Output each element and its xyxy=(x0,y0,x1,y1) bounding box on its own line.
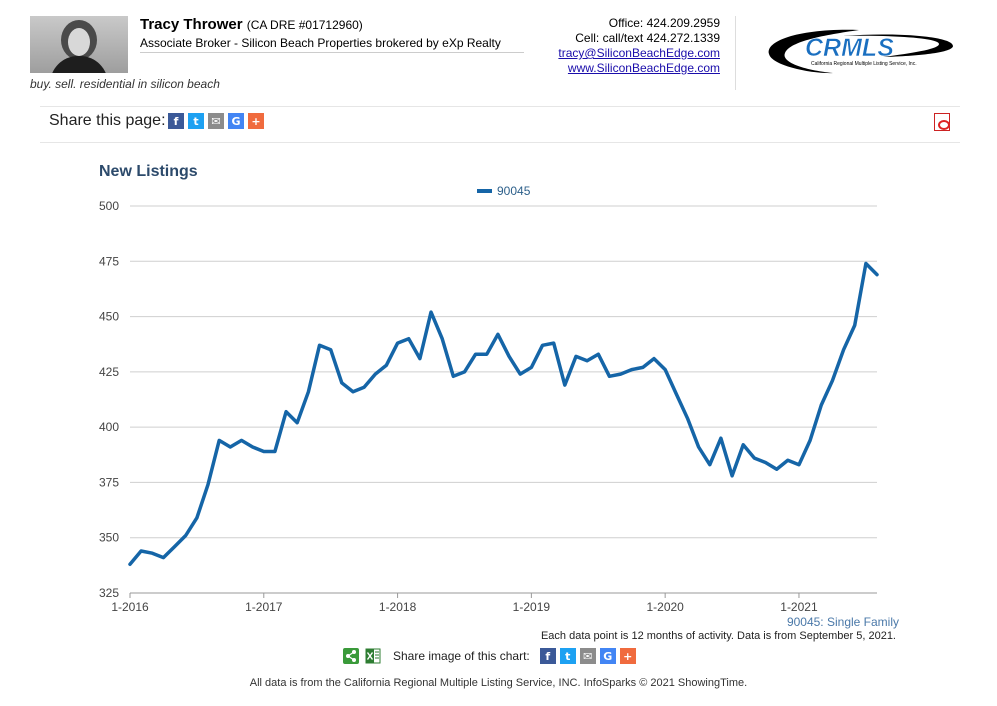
y-tick-label: 500 xyxy=(99,199,119,213)
agent-tagline: buy. sell. residential in silicon beach xyxy=(30,77,220,91)
y-tick-label: 425 xyxy=(99,365,119,379)
pdf-icon[interactable] xyxy=(934,113,950,131)
y-tick-label: 350 xyxy=(99,531,119,545)
office-phone: Office: 424.209.2959 xyxy=(608,16,720,30)
legend-entry: 90045 xyxy=(497,184,531,198)
y-tick-label: 325 xyxy=(99,586,119,600)
logo-subtitle: California Regional Multiple Listing Ser… xyxy=(811,61,917,67)
excel-icon[interactable] xyxy=(365,648,381,664)
logo-text: CRMLS xyxy=(805,34,894,62)
agent-name-text: Tracy Thrower xyxy=(140,16,243,33)
data-disclaimer: All data is from the California Regional… xyxy=(249,677,748,689)
share-icon[interactable] xyxy=(343,648,359,664)
twitter-icon[interactable]: t xyxy=(559,648,576,664)
facebook-icon[interactable]: f xyxy=(539,648,556,664)
y-tick-label: 450 xyxy=(99,310,119,324)
y-tick-label: 475 xyxy=(99,254,119,268)
agent-header: Tracy Thrower (CA DRE #01712960) Associa… xyxy=(0,0,997,100)
x-tick-label: 1-2021 xyxy=(780,600,818,614)
cell-phone: Cell: call/text 424.272.1339 xyxy=(575,31,720,45)
agent-photo xyxy=(30,16,128,73)
google-icon[interactable]: G xyxy=(599,648,616,664)
website-link[interactable]: www.SiliconBeachEdge.com xyxy=(567,61,720,75)
data-note: Each data point is 12 months of activity… xyxy=(540,630,896,642)
plus-icon[interactable]: + xyxy=(248,113,264,129)
chart-title: New Listings xyxy=(99,163,198,180)
email-icon[interactable]: ✉ xyxy=(208,113,224,129)
header-divider xyxy=(735,16,736,90)
y-tick-label: 375 xyxy=(99,475,119,489)
email-icon[interactable]: ✉ xyxy=(579,648,596,664)
facebook-icon[interactable]: f xyxy=(168,113,184,129)
line-chart: 325 350 375 400 425 450 475 500 1-2016 1-2017 1-20… xyxy=(99,184,879,614)
agent-title: Associate Broker - Silicon Beach Propert… xyxy=(140,36,524,53)
agent-dre: (CA DRE #01712960) xyxy=(246,18,363,32)
x-tick-label: 1-2019 xyxy=(513,600,551,614)
x-tick-label: 1-2018 xyxy=(379,600,417,614)
google-icon[interactable]: G xyxy=(228,113,244,129)
share-image-bar: Share image of this chart: f t ✉ G + xyxy=(343,647,636,665)
email-link[interactable]: tracy@SiliconBeachEdge.com xyxy=(558,46,720,60)
contact-info: Office: 424.209.2959 Cell: call/text 424… xyxy=(558,16,720,76)
plus-icon[interactable]: + xyxy=(619,648,636,664)
x-tick-label: 1-2016 xyxy=(111,600,149,614)
x-tick-label: 1-2020 xyxy=(646,600,684,614)
agent-name: Tracy Thrower (CA DRE #01712960) xyxy=(140,16,363,33)
share-page-icons: f t ✉ G + xyxy=(168,113,264,129)
share-image-label: Share image of this chart: xyxy=(393,649,530,663)
x-tick-label: 1-2017 xyxy=(245,600,283,614)
crmls-logo: CRMLS California Regional Multiple Listi… xyxy=(768,29,953,74)
y-tick-label: 400 xyxy=(99,420,119,434)
share-page-bar: Share this page: f t ✉ G + xyxy=(40,106,960,143)
series-line-90045 xyxy=(128,261,879,567)
twitter-icon[interactable]: t xyxy=(188,113,204,129)
series-type-note: 90045: Single Family xyxy=(786,615,899,629)
share-page-label: Share this page: xyxy=(49,112,166,129)
